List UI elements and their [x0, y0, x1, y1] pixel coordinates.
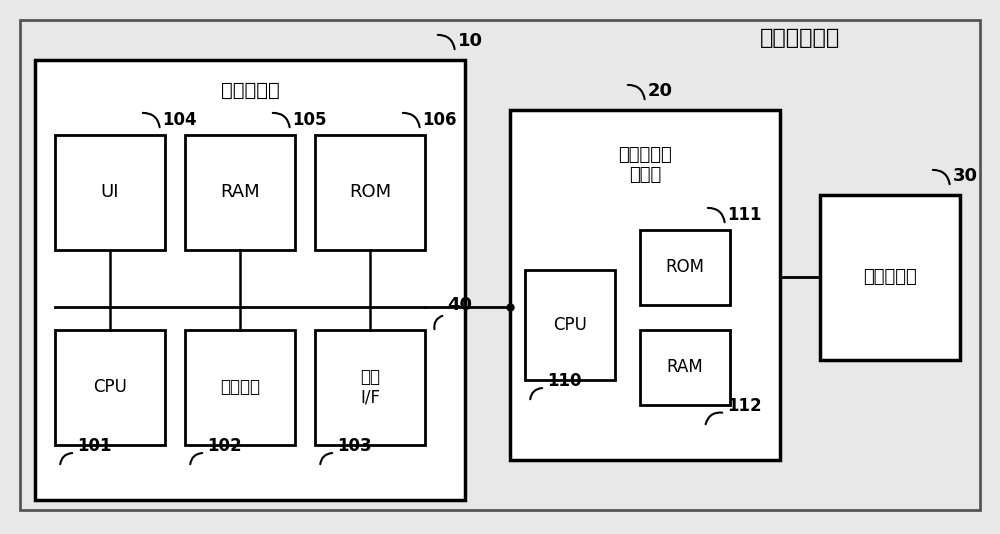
- Text: ROM: ROM: [666, 258, 704, 276]
- Text: 102: 102: [207, 437, 242, 455]
- Text: 闪速存储器: 闪速存储器: [863, 268, 917, 286]
- Text: 40: 40: [447, 296, 472, 314]
- Text: 系统控制器: 系统控制器: [221, 81, 279, 99]
- Text: 10: 10: [458, 32, 483, 50]
- Text: 存储单元: 存储单元: [220, 378, 260, 396]
- Bar: [55, 135, 165, 250]
- Text: 信息处理设备: 信息处理设备: [760, 28, 840, 48]
- Text: 104: 104: [162, 111, 197, 129]
- Text: CPU: CPU: [553, 316, 587, 334]
- Bar: [525, 270, 615, 380]
- Bar: [315, 330, 425, 445]
- Bar: [35, 60, 465, 500]
- Text: 110: 110: [547, 372, 582, 390]
- Text: CPU: CPU: [93, 378, 127, 396]
- Bar: [185, 330, 295, 445]
- Bar: [315, 135, 425, 250]
- Text: 101: 101: [77, 437, 112, 455]
- Text: UI: UI: [101, 183, 119, 201]
- Text: 30: 30: [953, 167, 978, 185]
- Text: 20: 20: [648, 82, 673, 100]
- Text: 105: 105: [292, 111, 326, 129]
- Bar: [185, 135, 295, 250]
- Text: 111: 111: [727, 206, 762, 224]
- Text: 112: 112: [727, 397, 762, 415]
- Bar: [640, 330, 730, 405]
- Text: 闪速存储器
控制器: 闪速存储器 控制器: [618, 146, 672, 184]
- Text: 外部
I/F: 外部 I/F: [360, 367, 380, 406]
- Bar: [510, 110, 780, 460]
- Text: RAM: RAM: [220, 183, 260, 201]
- Bar: [820, 195, 960, 360]
- Bar: [640, 230, 730, 305]
- Text: 106: 106: [422, 111, 456, 129]
- Bar: [55, 330, 165, 445]
- Text: ROM: ROM: [349, 183, 391, 201]
- Text: 103: 103: [337, 437, 372, 455]
- Text: RAM: RAM: [667, 358, 703, 376]
